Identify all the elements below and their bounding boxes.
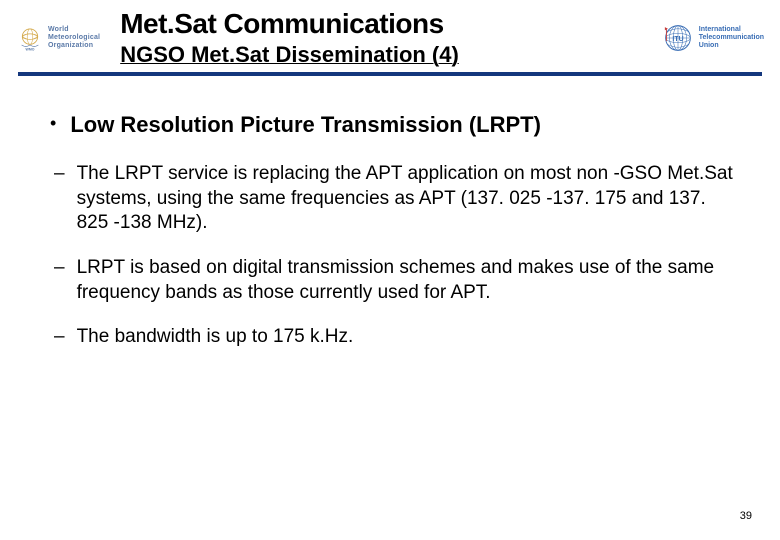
- main-bullet: • Low Resolution Picture Transmission (L…: [42, 112, 738, 138]
- itu-logo: ITU International Telecommunication Unio…: [661, 21, 764, 55]
- sub-bullet: – The bandwidth is up to 175 k.Hz.: [42, 325, 738, 350]
- wmo-logo: WMO World Meteorological Organization: [16, 24, 100, 52]
- wmo-globe-icon: WMO: [16, 24, 44, 52]
- slide-title: Met.Sat Communications: [120, 8, 653, 40]
- sub-bullet-text: The LRPT service is replacing the APT ap…: [77, 162, 738, 236]
- wmo-line2: Meteorological: [48, 34, 100, 42]
- slide-subtitle: NGSO Met.Sat Dissemination (4): [120, 42, 653, 68]
- svg-text:ITU: ITU: [672, 36, 683, 43]
- wmo-tag-text: WMO: [26, 48, 35, 52]
- slide-content: • Low Resolution Picture Transmission (L…: [0, 76, 780, 350]
- itu-org-text: International Telecommunication Union: [699, 26, 764, 49]
- bullet-dash-icon: –: [54, 162, 65, 187]
- bullet-dash-icon: –: [54, 256, 65, 281]
- wmo-line1: World: [48, 26, 100, 34]
- main-bullet-text: Low Resolution Picture Transmission (LRP…: [70, 112, 541, 138]
- sub-bullet-text: LRPT is based on digital transmission sc…: [77, 256, 738, 305]
- bullet-dash-icon: –: [54, 325, 65, 350]
- wmo-org-text: World Meteorological Organization: [48, 26, 100, 49]
- bullet-dot-icon: •: [50, 112, 56, 135]
- wmo-line3: Organization: [48, 42, 100, 50]
- itu-line2: Telecommunication: [699, 34, 764, 42]
- sub-bullet-text: The bandwidth is up to 175 k.Hz.: [77, 325, 354, 350]
- page-number: 39: [740, 510, 752, 522]
- itu-line3: Union: [699, 42, 764, 50]
- itu-globe-icon: ITU: [661, 21, 695, 55]
- sub-bullet: – LRPT is based on digital transmission …: [42, 256, 738, 305]
- sub-bullet: – The LRPT service is replacing the APT …: [42, 162, 738, 236]
- itu-line1: International: [699, 26, 764, 34]
- slide-header: WMO World Meteorological Organization Me…: [0, 0, 780, 68]
- title-block: Met.Sat Communications NGSO Met.Sat Diss…: [108, 8, 653, 68]
